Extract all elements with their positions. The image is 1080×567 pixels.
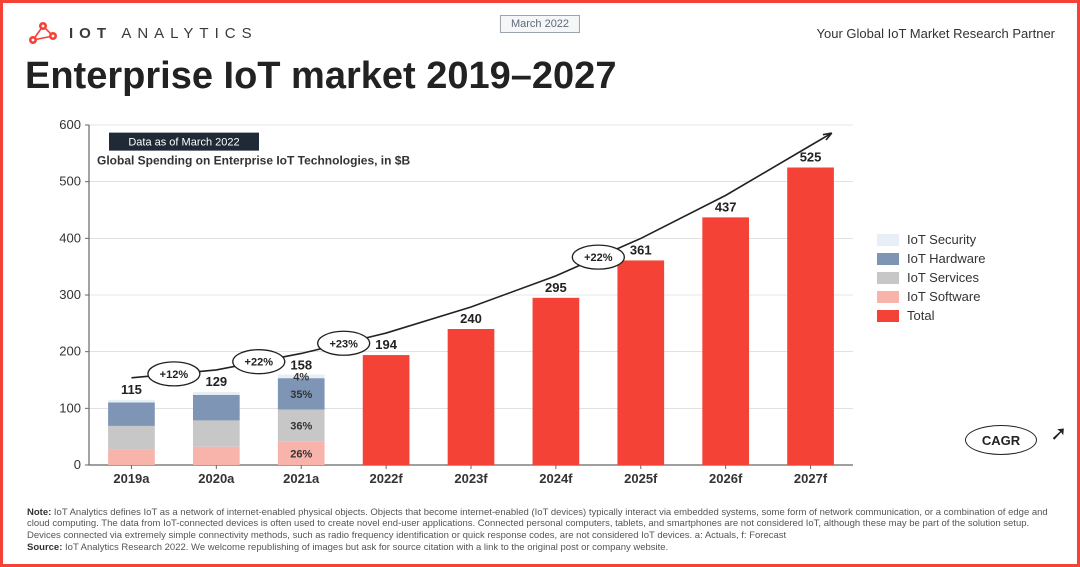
svg-text:Data as of March 2022: Data as of March 2022 — [128, 137, 239, 149]
note-text: IoT Analytics defines IoT as a network o… — [27, 507, 1048, 542]
svg-text:361: 361 — [630, 242, 652, 257]
legend-label: Total — [907, 308, 934, 323]
cagr-badge: CAGR — [965, 425, 1037, 455]
chart-svg: 0 100 200 300 400 500 600 Data as of March 2022… — [43, 115, 863, 495]
svg-text:+22%: +22% — [245, 357, 274, 369]
bar-chart: 0 100 200 300 400 500 600 Data as of March 2022… — [43, 115, 863, 495]
svg-text:115: 115 — [121, 382, 142, 397]
svg-text:+12%: +12% — [160, 369, 189, 381]
legend-item: IoT Hardware — [877, 251, 1047, 266]
legend-swatch — [877, 310, 899, 322]
svg-text:400: 400 — [59, 230, 81, 245]
svg-text:194: 194 — [375, 337, 397, 352]
source-label: Source: — [27, 542, 62, 553]
legend-label: IoT Software — [907, 289, 980, 304]
legend-label: IoT Hardware — [907, 251, 986, 266]
svg-text:2024f: 2024f — [539, 471, 573, 486]
svg-text:2023f: 2023f — [454, 471, 488, 486]
svg-text:+23%: +23% — [329, 338, 358, 350]
svg-text:0: 0 — [74, 457, 81, 472]
svg-text:4%: 4% — [293, 371, 309, 383]
svg-text:240: 240 — [460, 311, 482, 326]
svg-text:26%: 26% — [290, 448, 312, 460]
legend: IoT Security IoT Hardware IoT Services IoT … — [877, 228, 1047, 327]
legend-swatch — [877, 253, 899, 265]
cagr-arrow-icon: ➚ — [1050, 421, 1067, 446]
legend-swatch — [877, 272, 899, 284]
svg-text:2026f: 2026f — [709, 471, 743, 486]
legend-item: IoT Security — [877, 232, 1047, 247]
brand-light: ANALYTICS — [121, 25, 257, 42]
svg-text:300: 300 — [59, 287, 81, 302]
svg-text:437: 437 — [715, 199, 737, 214]
footnote: Note: IoT Analytics defines IoT as a net… — [27, 507, 1053, 555]
svg-text:2025f: 2025f — [624, 471, 658, 486]
page-title: Enterprise IoT market 2019–2027 — [25, 55, 616, 98]
legend-swatch — [877, 291, 899, 303]
brand-text: IOT ANALYTICS — [69, 25, 258, 42]
svg-text:2022f: 2022f — [369, 471, 403, 486]
legend-label: IoT Services — [907, 270, 979, 285]
source-text: IoT Analytics Research 2022. We welcome … — [65, 542, 668, 553]
brand-logo: IOT ANALYTICS — [25, 18, 258, 48]
svg-text:35%: 35% — [290, 389, 312, 401]
svg-text:+22%: +22% — [584, 252, 613, 264]
svg-text:600: 600 — [59, 117, 81, 132]
legend-label: IoT Security — [907, 232, 976, 247]
svg-text:2021a: 2021a — [283, 471, 320, 486]
legend-item: Total — [877, 308, 1047, 323]
svg-text:295: 295 — [545, 280, 567, 295]
note-label: Note: — [27, 507, 51, 518]
date-badge: March 2022 — [500, 15, 580, 33]
svg-text:2027f: 2027f — [794, 471, 828, 486]
infographic-frame: IOT ANALYTICS March 2022 Your Global IoT… — [0, 0, 1080, 567]
svg-text:129: 129 — [205, 374, 227, 389]
header: IOT ANALYTICS March 2022 Your Global IoT… — [25, 15, 1055, 51]
brand-bold: IOT — [69, 25, 112, 42]
legend-item: IoT Services — [877, 270, 1047, 285]
svg-text:158: 158 — [290, 357, 312, 372]
svg-text:500: 500 — [59, 174, 81, 189]
svg-text:525: 525 — [800, 150, 822, 165]
header-tagline: Your Global IoT Market Research Partner — [817, 26, 1055, 41]
svg-text:2019a: 2019a — [113, 471, 150, 486]
legend-swatch — [877, 234, 899, 246]
legend-item: IoT Software — [877, 289, 1047, 304]
svg-text:36%: 36% — [290, 421, 312, 433]
svg-text:200: 200 — [59, 344, 81, 359]
svg-text:Global Spending on Enterprise: Global Spending on Enterprise IoT Techno… — [97, 154, 410, 168]
svg-text:100: 100 — [59, 400, 81, 415]
logo-icon — [25, 18, 59, 48]
svg-text:2020a: 2020a — [198, 471, 235, 486]
